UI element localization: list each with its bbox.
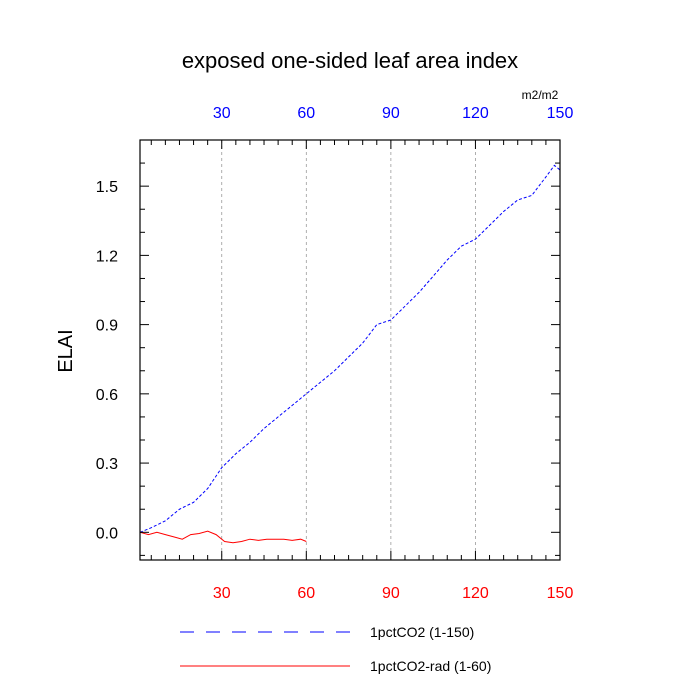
x-tick-label-top: 60	[297, 105, 315, 122]
series-line-1	[139, 164, 561, 533]
legend: 1pctCO2 (1-150) 1pctCO2-rad (1-60)	[180, 624, 491, 674]
x-tick-label-top: 120	[462, 105, 489, 122]
x-tick-label-bottom: 150	[547, 585, 574, 602]
legend-label-2: 1pctCO2-rad (1-60)	[370, 658, 491, 674]
grid-layer	[221, 140, 476, 560]
series-layer	[139, 164, 561, 544]
chart-title: exposed one-sided leaf area index	[182, 48, 518, 73]
y-tick-label: 0.9	[96, 318, 118, 335]
y-tick-label: 0.3	[96, 456, 118, 473]
plot-frame	[139, 139, 561, 561]
y-tick-label: 1.5	[96, 179, 118, 196]
x-tick-label-top: 90	[382, 105, 400, 122]
x-tick-label-top: 30	[213, 105, 231, 122]
x-tick-label-bottom: 30	[213, 585, 231, 602]
y-tick-label: 0.6	[96, 387, 118, 404]
y-axis-label: ELAI	[55, 329, 77, 372]
y-tick-label: 1.2	[96, 248, 118, 265]
x-tick-label-bottom: 120	[462, 585, 489, 602]
legend-label-1: 1pctCO2 (1-150)	[370, 624, 474, 640]
axis-layer: 30 30 60 60 90 90 120 120 150 150 0.0 0.3 0.6 0.9 1.2 1…	[96, 105, 574, 602]
x-tick-label-bottom: 90	[382, 585, 400, 602]
x-tick-label-bottom: 60	[297, 585, 315, 602]
x-tick-label-top: 150	[547, 105, 574, 122]
series-line-2	[139, 530, 307, 544]
y-tick-label: 0.0	[96, 525, 118, 542]
units-label: m2/m2	[522, 88, 559, 102]
